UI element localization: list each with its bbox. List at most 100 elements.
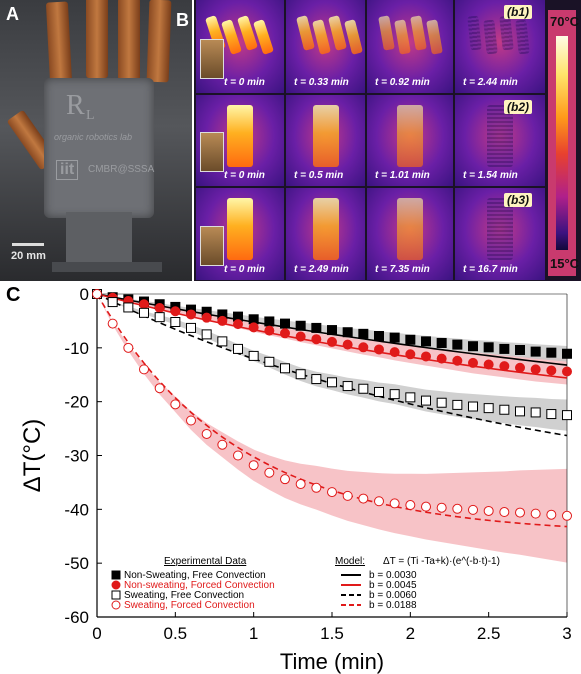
time-label: t = 2.49 min xyxy=(294,264,349,275)
data-point xyxy=(327,336,337,347)
data-point xyxy=(421,395,431,406)
data-point xyxy=(483,342,494,353)
thermal-finger xyxy=(253,19,274,55)
data-point xyxy=(562,410,572,421)
legend-series-label: Non-sweating, Forced Convection xyxy=(124,580,275,591)
data-point xyxy=(546,509,557,520)
row-tag-b2: (b2) xyxy=(504,100,532,114)
photo-inset xyxy=(200,226,224,266)
legend-marker xyxy=(111,600,121,610)
palm-center-text: CMBR@SSSA xyxy=(88,164,155,175)
data-point xyxy=(264,467,275,478)
data-point xyxy=(170,399,181,410)
data-point xyxy=(107,318,118,329)
data-point xyxy=(264,316,275,327)
data-point xyxy=(295,479,306,490)
thermal-finger xyxy=(483,19,498,55)
data-point xyxy=(389,332,400,343)
data-point xyxy=(170,316,181,327)
data-point xyxy=(264,356,275,367)
data-point xyxy=(201,312,212,323)
data-point xyxy=(186,415,196,426)
x-tick-label: 1.5 xyxy=(320,624,344,643)
x-tick-label: 3 xyxy=(562,624,571,643)
data-point xyxy=(436,397,447,408)
time-label: t = 7.35 min xyxy=(375,264,430,275)
legend-marker xyxy=(111,590,121,600)
panel-a-label: A xyxy=(6,4,19,24)
thermal-image-b1-1: t = 0 min xyxy=(196,0,284,93)
y-tick-label: -20 xyxy=(64,393,89,412)
legend-model-label: b = 0.0188 xyxy=(369,600,417,611)
panel-a-photo: R L organic robotics lab iit CMBR@SSSA 2… xyxy=(0,0,192,281)
thermal-finger xyxy=(397,198,423,260)
thermal-finger xyxy=(296,15,315,51)
data-point xyxy=(217,336,228,347)
base xyxy=(52,262,162,272)
data-point xyxy=(389,498,400,509)
data-point xyxy=(201,329,212,340)
y-tick-label: -30 xyxy=(64,447,89,466)
data-point xyxy=(342,327,353,338)
time-label: t = 0.33 min xyxy=(294,77,349,88)
data-point xyxy=(421,336,431,347)
data-point xyxy=(405,392,416,403)
time-label: t = 0 min xyxy=(224,264,265,275)
palm-logo-l: L xyxy=(86,108,95,123)
thermal-image-b3-2: t = 2.49 min xyxy=(286,188,365,280)
data-point xyxy=(452,355,463,366)
legend-series-label: Sweating, Free Convection xyxy=(124,590,244,601)
data-point xyxy=(123,342,134,353)
photo-inset xyxy=(200,39,224,79)
legend-title-data: Experimental Data xyxy=(164,556,247,567)
x-tick-label: 2.5 xyxy=(477,624,501,643)
data-point xyxy=(515,344,525,355)
data-point xyxy=(374,496,384,507)
data-point xyxy=(499,404,510,415)
thermal-finger xyxy=(378,15,395,51)
thermal-image-b3-4: t = 16.7 min xyxy=(455,188,545,280)
data-point xyxy=(233,319,243,330)
data-point xyxy=(327,487,337,498)
x-tick-label: 0.5 xyxy=(164,624,188,643)
row-tag-b1: (b1) xyxy=(504,5,532,19)
data-point xyxy=(483,359,494,370)
thermal-image-b1-2: t = 0.33 min xyxy=(286,0,365,93)
data-point xyxy=(92,289,102,299)
data-point xyxy=(562,366,572,377)
data-point xyxy=(280,328,290,339)
y-tick-label: 0 xyxy=(80,285,89,304)
thermal-finger xyxy=(394,19,411,55)
panel-c-label: C xyxy=(6,284,21,306)
colorbar xyxy=(556,36,568,250)
data-point xyxy=(280,474,290,485)
y-tick-label: -10 xyxy=(64,339,89,358)
data-point xyxy=(358,342,369,353)
data-point xyxy=(530,407,541,418)
palm-logo-r: R xyxy=(66,90,85,121)
data-point xyxy=(280,363,290,374)
data-point xyxy=(405,349,416,360)
thermal-image-b3-3: t = 7.35 min xyxy=(367,188,453,280)
data-point xyxy=(546,409,557,420)
data-point xyxy=(499,343,510,354)
data-point xyxy=(154,302,165,313)
data-point xyxy=(515,507,525,518)
data-point xyxy=(186,322,196,333)
y-tick-label: -40 xyxy=(64,500,89,519)
data-point xyxy=(311,322,322,333)
data-point xyxy=(452,503,463,514)
legend-series-label: Sweating, Forced Convection xyxy=(124,600,255,611)
y-tick-label: -50 xyxy=(64,554,89,573)
data-point xyxy=(452,399,463,410)
data-point xyxy=(562,348,572,359)
data-point xyxy=(436,353,447,364)
time-label: t = 1.54 min xyxy=(463,170,518,181)
data-point xyxy=(405,500,416,511)
data-point xyxy=(436,502,447,513)
data-point xyxy=(342,490,353,501)
data-point xyxy=(248,460,259,471)
data-point xyxy=(342,339,353,350)
time-label: t = 0.5 min xyxy=(294,170,344,181)
legend-model-label: b = 0.0060 xyxy=(369,590,417,601)
